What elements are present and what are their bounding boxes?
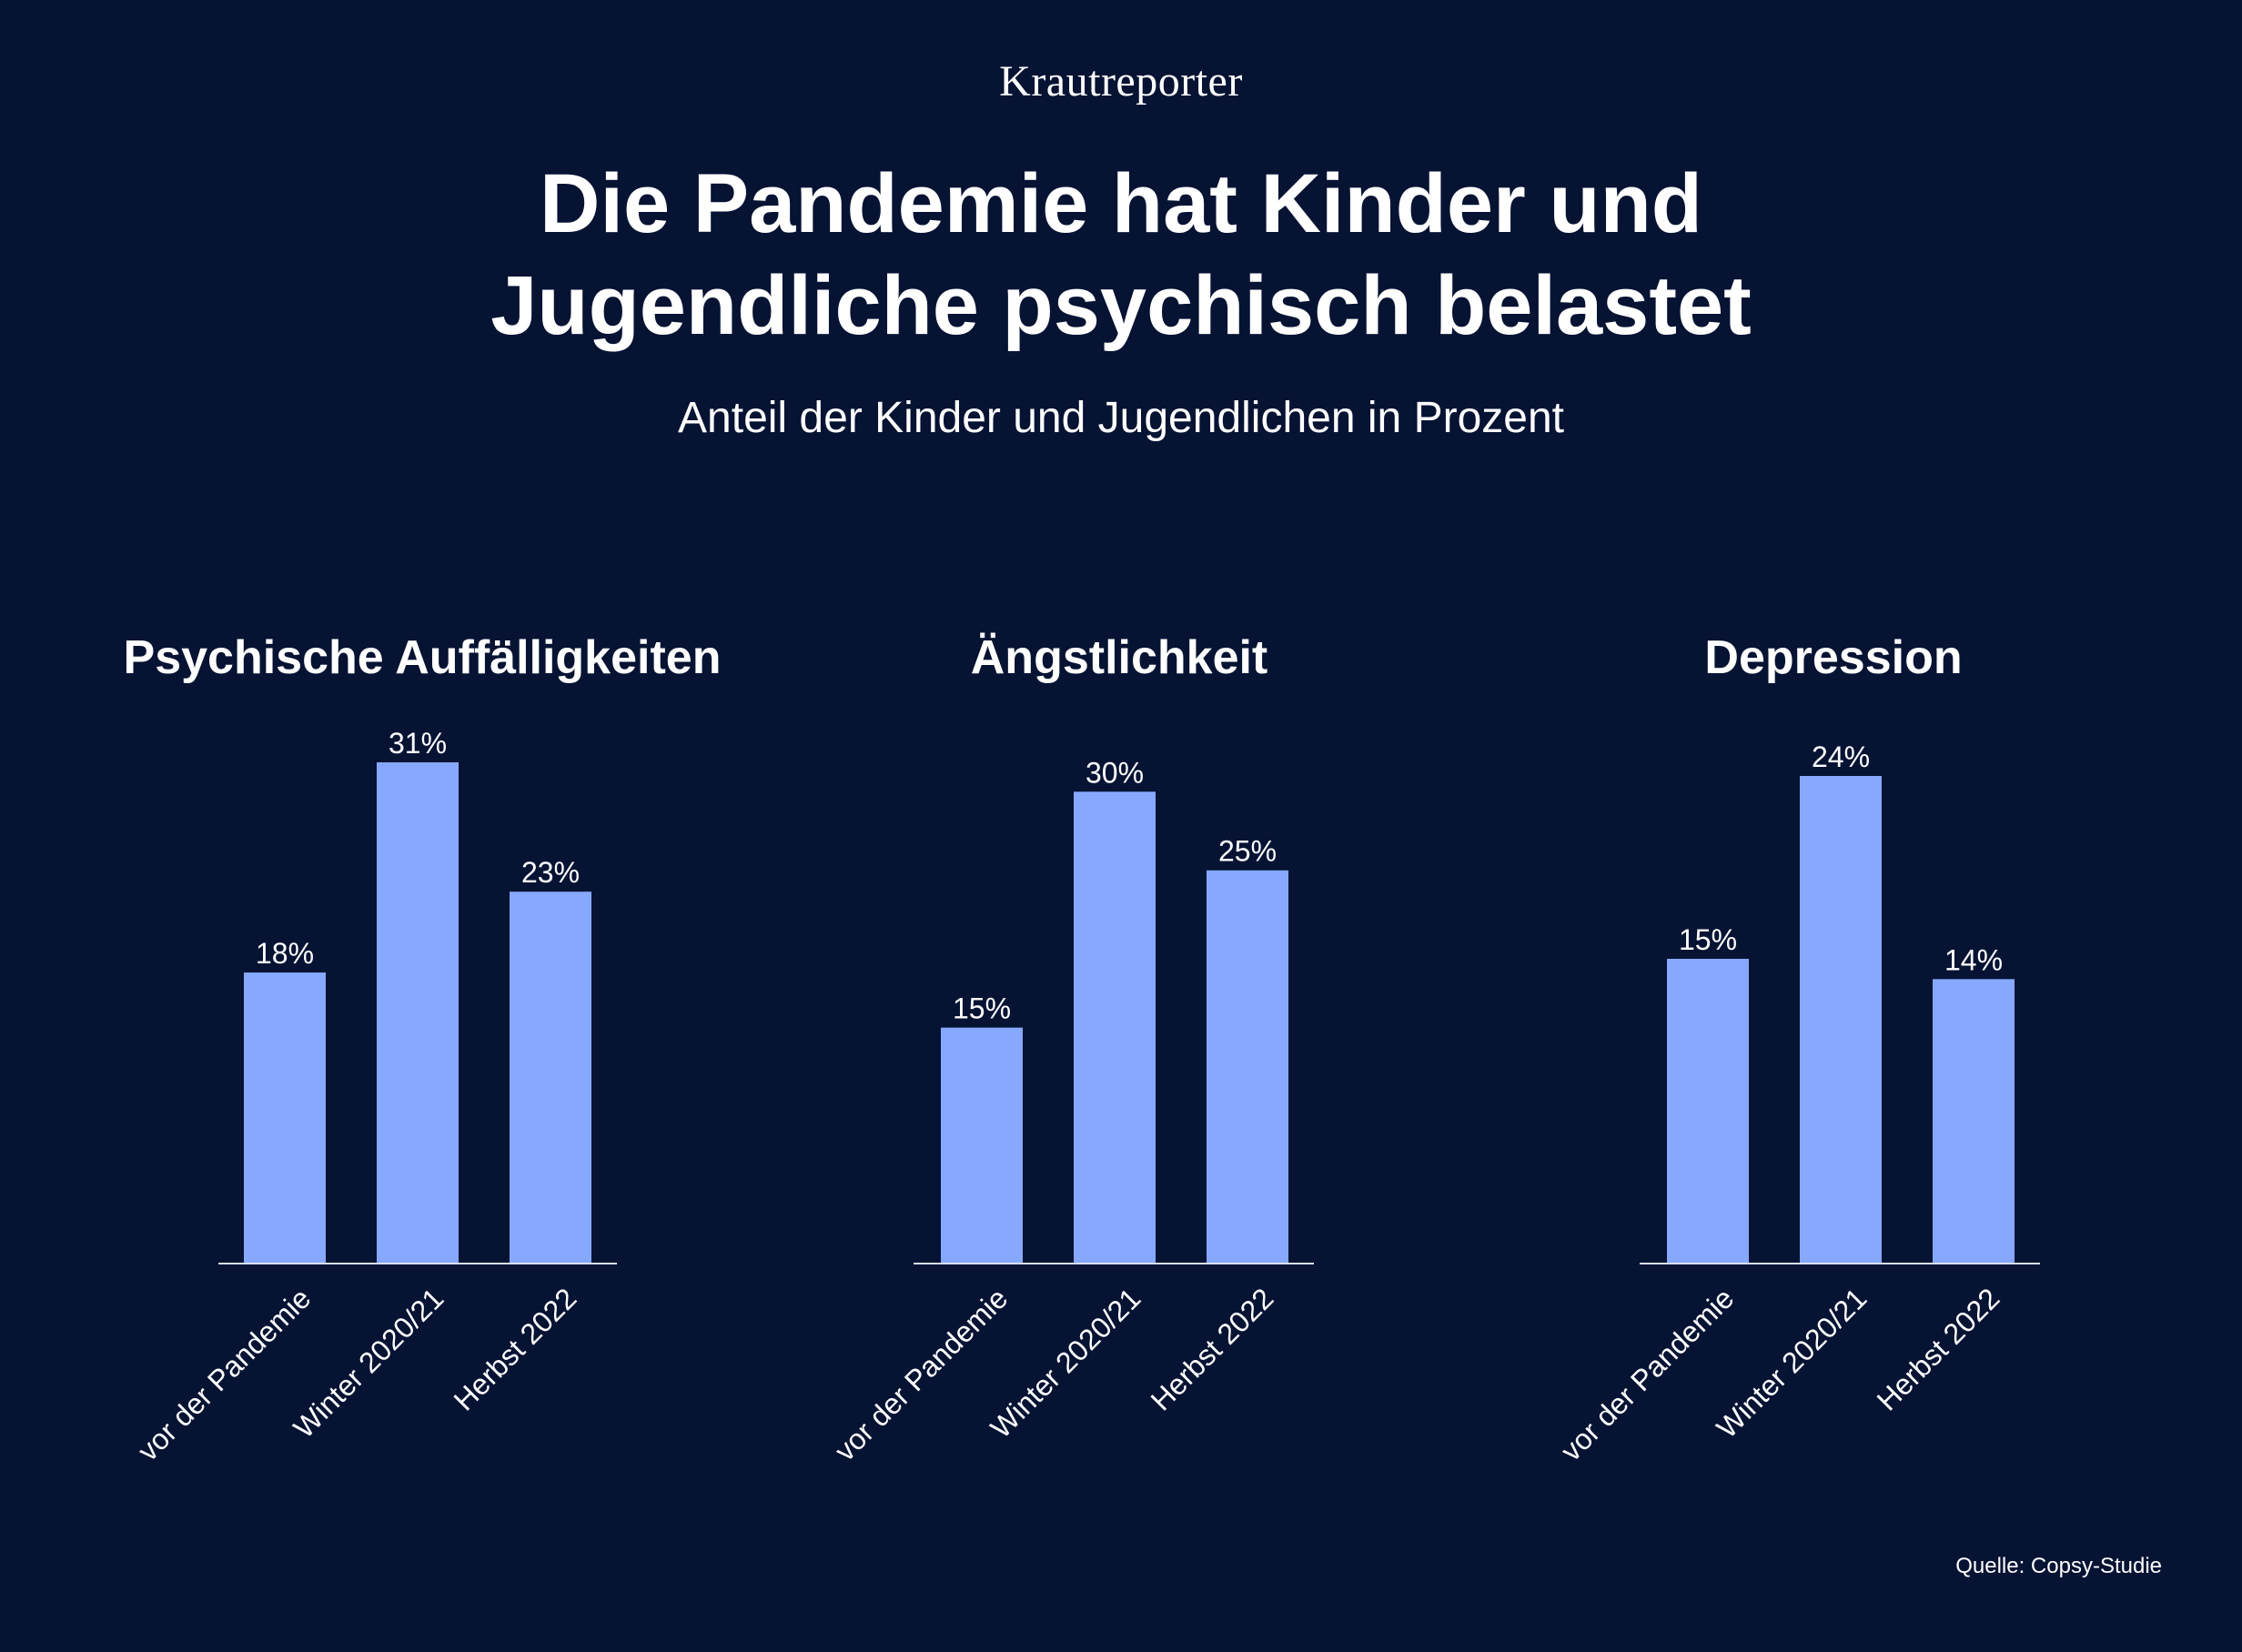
- data-label: 15%: [953, 992, 1011, 1025]
- data-label: 30%: [1086, 756, 1144, 789]
- bar: [941, 1027, 1023, 1264]
- tick-label: Herbst 2022: [448, 1282, 583, 1417]
- tick-label: vor der Pandemie: [1554, 1282, 1740, 1467]
- data-label: 24%: [1812, 740, 1870, 773]
- tick-label: Herbst 2022: [1145, 1282, 1280, 1417]
- data-label: 14%: [1944, 943, 2003, 976]
- brand-logo: Krautreporter: [999, 57, 1243, 106]
- data-label: 18%: [256, 937, 314, 970]
- chart-title: Depression: [1704, 631, 1962, 684]
- chart-title: Psychische Auffälligkeiten: [124, 631, 722, 684]
- tick-label: Herbst 2022: [1871, 1282, 2006, 1417]
- subtitle: Anteil der Kinder und Jugendlichen in Pr…: [678, 394, 1564, 442]
- bar: [1207, 870, 1288, 1264]
- data-label: 15%: [1679, 923, 1737, 956]
- bar: [1667, 959, 1749, 1264]
- data-label: 31%: [389, 727, 447, 760]
- title-line-1: Die Pandemie hat Kinder und: [540, 157, 1702, 250]
- bar: [1074, 791, 1156, 1264]
- tick-label: vor der Pandemie: [131, 1282, 317, 1467]
- page-title: Die Pandemie hat Kinder und Jugendliche …: [211, 153, 2031, 357]
- tick-label: vor der Pandemie: [828, 1282, 1014, 1467]
- bar: [1933, 979, 2015, 1264]
- data-label: 25%: [1218, 835, 1277, 868]
- bar: [510, 891, 591, 1264]
- chart-title: Ängstlichkeit: [971, 631, 1268, 684]
- bar: [377, 762, 459, 1264]
- data-label: 23%: [521, 856, 580, 889]
- source-note: Quelle: Copsy-Studie: [1955, 1554, 2162, 1578]
- bar: [244, 972, 326, 1264]
- title-line-2: Jugendliche psychisch belastet: [490, 259, 1752, 352]
- bar: [1800, 776, 1882, 1264]
